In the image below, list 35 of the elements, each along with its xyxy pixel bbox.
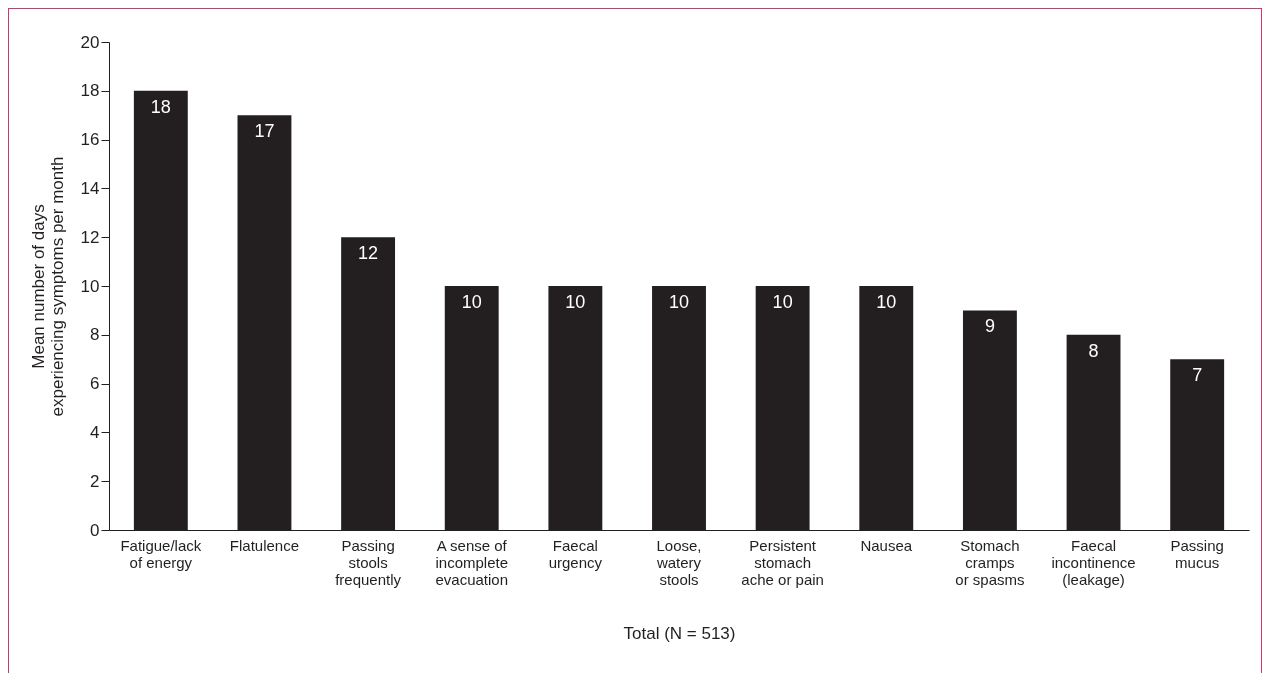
x-tick-label: Fatigue/lack of energy (120, 536, 202, 571)
data-label: 17 (254, 121, 275, 142)
y-tick-label: 6 (90, 374, 100, 394)
data-label: 10 (876, 292, 897, 312)
y-tick-label: 12 (80, 227, 100, 247)
y-tick-label: 20 (80, 32, 100, 52)
data-label: 9 (984, 316, 995, 337)
y-axis-title: Mean number of days experiencing symptoms per month (28, 156, 67, 417)
x-tick-label: Nausea (860, 536, 913, 554)
y-tick-label: 18 (80, 81, 100, 101)
x-tick-label: Stomach cramps or spasms (955, 536, 1025, 588)
data-label: 7 (1192, 365, 1203, 386)
y-tick-label: 0 (90, 520, 100, 540)
y-tick-label: 8 (90, 325, 100, 345)
data-label: 18 (150, 96, 171, 117)
x-axis-title: Total (N = 513) (623, 623, 736, 643)
y-tick-label: 2 (90, 471, 100, 491)
x-tick-label: Loose, watery stools (655, 536, 702, 588)
x-tick-label: Flatulence (229, 536, 300, 554)
x-tick-label: Faecal incontinence (leakage) (1051, 536, 1136, 588)
y-tick-label: 4 (90, 422, 100, 442)
data-label: 10 (461, 292, 482, 312)
data-label: 10 (668, 292, 690, 312)
x-tick-label: Persistent stomach ache or pain (741, 536, 824, 588)
y-tick-label: 10 (80, 276, 100, 296)
data-label: 12 (358, 243, 379, 264)
x-tick-label: Faecal urgency (548, 536, 603, 571)
y-tick-label: 16 (80, 130, 100, 150)
data-label: 10 (772, 292, 793, 312)
x-tick-label: A sense of incomplete evacuation (435, 536, 509, 588)
x-tick-label: Passing stools frequently (335, 536, 402, 588)
y-tick-label: 14 (80, 178, 100, 198)
x-tick-label: Passing mucus (1170, 536, 1224, 571)
data-label: 10 (565, 292, 586, 312)
data-label: 8 (1088, 340, 1099, 361)
